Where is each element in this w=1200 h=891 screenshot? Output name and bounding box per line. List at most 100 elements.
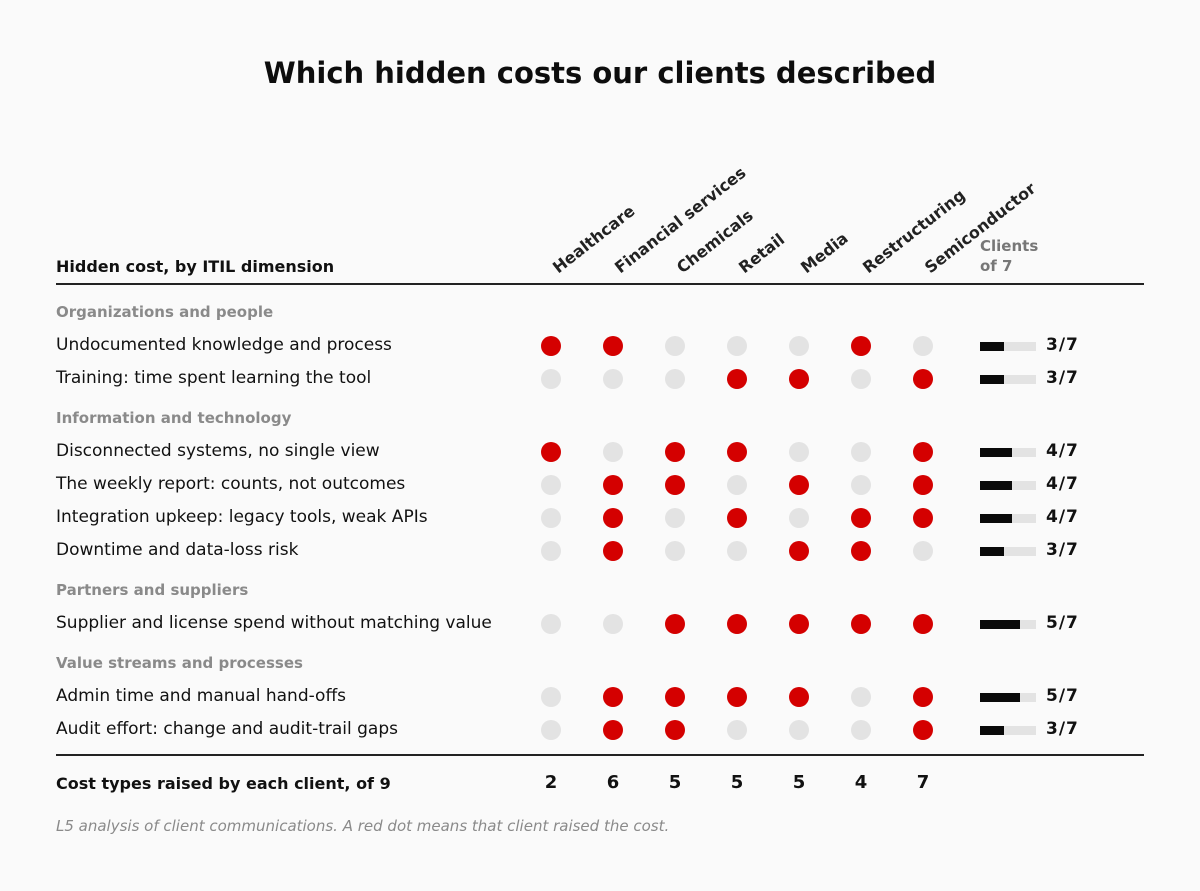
group-label-0: Organizations and people xyxy=(56,303,274,321)
dot-3-1-4 xyxy=(789,720,809,740)
dot-1-1-2 xyxy=(665,475,685,495)
row-label-0-0: Undocumented knowledge and process xyxy=(56,335,392,355)
column-total-4: 5 xyxy=(792,772,806,793)
count-bar-fill-1-0 xyxy=(980,448,1012,457)
row-header: Hidden cost, by ITIL dimension xyxy=(56,257,335,276)
clients-header-line1: Clients xyxy=(980,237,1039,255)
dot-3-0-4 xyxy=(789,687,809,707)
chart-title: Which hidden costs our clients described xyxy=(263,56,937,90)
row-label-1-0: Disconnected systems, no single view xyxy=(56,441,380,461)
dot-1-1-6 xyxy=(913,475,933,495)
dot-1-2-6 xyxy=(913,508,933,528)
dot-1-3-5 xyxy=(851,541,871,561)
dot-3-1-0 xyxy=(541,720,561,740)
dot-1-1-3 xyxy=(727,475,747,495)
dot-2-0-3 xyxy=(727,614,747,634)
count-label-2-0: 5/7 xyxy=(1046,613,1079,633)
count-bar-fill-0-0 xyxy=(980,342,1004,351)
count-bar-3-1 xyxy=(980,726,1036,735)
count-bar-fill-3-0 xyxy=(980,693,1020,702)
dot-0-0-0 xyxy=(541,336,561,356)
dot-1-0-0 xyxy=(541,442,561,462)
dot-2-0-2 xyxy=(665,614,685,634)
dot-1-2-2 xyxy=(665,508,685,528)
row-label-2-0: Supplier and license spend without match… xyxy=(56,613,492,633)
dot-1-2-0 xyxy=(541,508,561,528)
dot-1-3-3 xyxy=(727,541,747,561)
column-header-5: Restructuring xyxy=(859,185,969,277)
group-label-1: Information and technology xyxy=(56,409,292,427)
dot-0-0-2 xyxy=(665,336,685,356)
count-bar-1-0 xyxy=(980,448,1036,457)
dot-1-0-4 xyxy=(789,442,809,462)
dot-3-1-3 xyxy=(727,720,747,740)
dot-3-0-3 xyxy=(727,687,747,707)
dot-1-2-4 xyxy=(789,508,809,528)
dot-3-0-2 xyxy=(665,687,685,707)
count-label-1-0: 4/7 xyxy=(1046,441,1079,461)
dot-3-0-0 xyxy=(541,687,561,707)
dot-2-0-1 xyxy=(603,614,623,634)
count-bar-fill-0-1 xyxy=(980,375,1004,384)
dot-3-0-5 xyxy=(851,687,871,707)
column-total-2: 5 xyxy=(668,772,682,793)
column-header-3: Retail xyxy=(735,229,789,277)
dot-1-0-1 xyxy=(603,442,623,462)
dot-0-1-3 xyxy=(727,369,747,389)
dot-0-0-4 xyxy=(789,336,809,356)
dot-3-1-6 xyxy=(913,720,933,740)
clients-header-line2: of 7 xyxy=(980,257,1013,275)
count-label-1-2: 4/7 xyxy=(1046,507,1079,527)
dot-1-3-1 xyxy=(603,541,623,561)
dot-3-1-5 xyxy=(851,720,871,740)
row-label-1-3: Downtime and data-loss risk xyxy=(56,540,299,560)
dot-1-3-0 xyxy=(541,541,561,561)
column-total-0: 2 xyxy=(544,772,558,793)
header-rule xyxy=(56,283,1144,285)
dot-2-0-4 xyxy=(789,614,809,634)
dot-1-0-3 xyxy=(727,442,747,462)
group-label-2: Partners and suppliers xyxy=(56,581,249,599)
dot-1-2-5 xyxy=(851,508,871,528)
dot-0-1-1 xyxy=(603,369,623,389)
group-label-3: Value streams and processes xyxy=(56,654,303,672)
count-bar-1-3 xyxy=(980,547,1036,556)
count-bar-fill-1-2 xyxy=(980,514,1012,523)
row-label-3-1: Audit effort: change and audit-trail gap… xyxy=(56,719,398,739)
count-bar-1-2 xyxy=(980,514,1036,523)
column-total-5: 4 xyxy=(854,772,868,793)
dot-1-2-3 xyxy=(727,508,747,528)
count-bar-0-0 xyxy=(980,342,1036,351)
dot-0-1-4 xyxy=(789,369,809,389)
count-label-3-0: 5/7 xyxy=(1046,686,1079,706)
dot-1-2-1 xyxy=(603,508,623,528)
row-label-3-0: Admin time and manual hand-offs xyxy=(56,686,347,706)
count-bar-0-1 xyxy=(980,375,1036,384)
count-label-0-0: 3/7 xyxy=(1046,335,1079,355)
dot-1-0-6 xyxy=(913,442,933,462)
dot-3-1-2 xyxy=(665,720,685,740)
dot-1-1-5 xyxy=(851,475,871,495)
count-bar-fill-3-1 xyxy=(980,726,1004,735)
dot-2-0-5 xyxy=(851,614,871,634)
count-label-1-3: 3/7 xyxy=(1046,540,1079,560)
row-label-1-2: Integration upkeep: legacy tools, weak A… xyxy=(56,507,428,527)
dot-3-0-6 xyxy=(913,687,933,707)
dot-2-0-0 xyxy=(541,614,561,634)
clients-header: Clients of 7 xyxy=(980,236,1038,276)
dot-0-1-0 xyxy=(541,369,561,389)
dot-3-1-1 xyxy=(603,720,623,740)
column-total-3: 5 xyxy=(730,772,744,793)
dot-0-1-5 xyxy=(851,369,871,389)
row-label-0-1: Training: time spent learning the tool xyxy=(56,368,372,388)
count-bar-1-1 xyxy=(980,481,1036,490)
dot-1-3-2 xyxy=(665,541,685,561)
dot-0-0-6 xyxy=(913,336,933,356)
dot-3-0-1 xyxy=(603,687,623,707)
dot-1-0-5 xyxy=(851,442,871,462)
dot-1-1-4 xyxy=(789,475,809,495)
dot-1-1-1 xyxy=(603,475,623,495)
count-bar-3-0 xyxy=(980,693,1036,702)
totals-label: Cost types raised by each client, of 9 xyxy=(56,774,391,793)
dot-0-0-3 xyxy=(727,336,747,356)
